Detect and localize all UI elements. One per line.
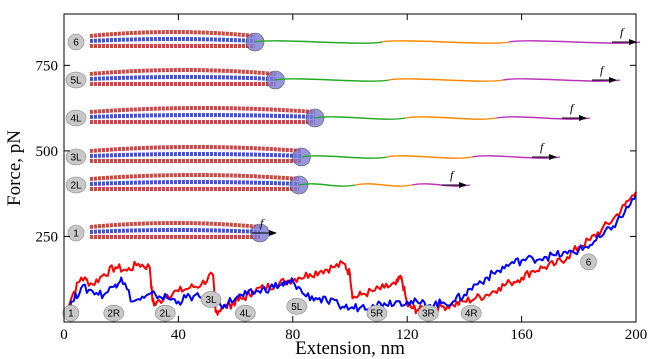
y-tick-label: 500 (36, 144, 59, 160)
svg-text:5R: 5R (370, 309, 383, 320)
svg-text:6: 6 (586, 257, 592, 268)
svg-text:3L: 3L (205, 295, 217, 306)
svg-text:5L: 5L (291, 302, 303, 313)
series-line-red (63, 191, 637, 316)
force-vector-label: f (570, 101, 575, 115)
state-badge: 1 (62, 304, 80, 322)
x-tick-label: 40 (171, 327, 186, 343)
plot-frame (63, 13, 637, 323)
snapshot-label: 1 (73, 229, 79, 240)
state-badge: 2R (103, 304, 125, 322)
x-tick-label: 160 (510, 327, 533, 343)
svg-text:3R: 3R (422, 309, 435, 320)
x-tick-label: 120 (396, 327, 419, 343)
snapshot-label: 3L (70, 153, 82, 164)
snapshot-2L: f 2L (65, 168, 471, 195)
snapshot-label: 6 (73, 38, 79, 49)
snapshot-label: 2L (70, 181, 82, 192)
snapshot-4L: f 4L (65, 101, 591, 128)
svg-text:4R: 4R (465, 309, 478, 320)
state-badge: 3L (200, 291, 222, 308)
axes: 0 40 80 120 160 200 250 500 750 (36, 14, 648, 343)
state-badge: 6 (580, 253, 597, 271)
series-line-blue (63, 194, 637, 319)
snapshot-label: 5L (70, 76, 82, 87)
x-tick-label: 200 (625, 327, 648, 343)
state-badges: 1 2R 2L 3L 4L 5L 5R 3R 4R 6 (62, 253, 597, 322)
x-tick-label: 0 (60, 327, 68, 343)
snapshot-1: f1 (67, 216, 277, 243)
snapshot-6: f6 (67, 25, 641, 52)
x-axis-title: Extension, nm (295, 338, 405, 359)
state-badge: 4R (460, 304, 482, 322)
state-badge: 5L (286, 298, 308, 315)
x-tick-label: 80 (285, 327, 300, 343)
snapshot-3L: f 3L (65, 140, 561, 167)
force-vector-label: f (600, 63, 605, 77)
svg-text:4L: 4L (240, 309, 252, 320)
force-vector-label: f (260, 216, 265, 230)
state-badge: 3R (418, 304, 439, 322)
svg-text:1: 1 (68, 309, 74, 320)
state-badge: 2L (154, 304, 176, 322)
snapshot-label: 4L (70, 114, 82, 125)
force-vector-label: f (620, 25, 625, 39)
series-layer (63, 191, 637, 319)
svg-text:2R: 2R (107, 309, 120, 320)
force-vector-label: f (450, 168, 455, 182)
y-axis-title: Force, pN (4, 130, 25, 206)
svg-text:2L: 2L (160, 309, 172, 320)
snapshot-5L: f 5L (65, 63, 621, 90)
y-tick-label: 250 (36, 229, 59, 245)
force-vector-label: f (540, 140, 545, 154)
state-badge: 5R (366, 304, 388, 322)
state-badge: 4L (235, 304, 256, 322)
y-tick-label: 750 (36, 58, 59, 74)
